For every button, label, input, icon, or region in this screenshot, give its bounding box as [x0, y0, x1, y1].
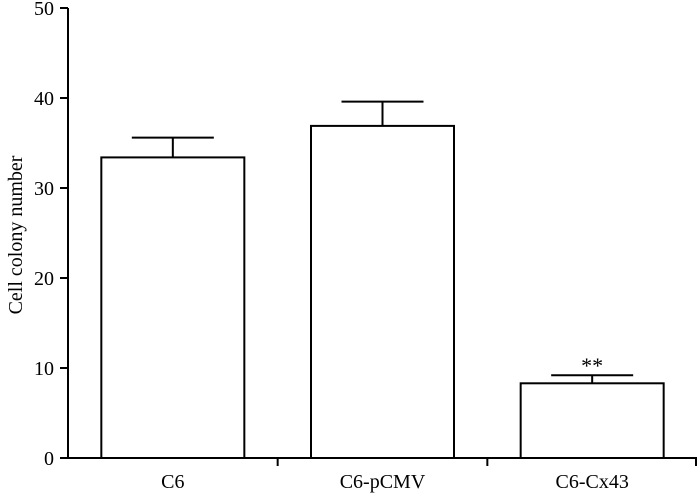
y-tick-label: 40 [34, 88, 54, 110]
x-category-label: C6 [161, 471, 184, 493]
x-category-label: C6-pCMV [340, 471, 426, 493]
bar [310, 124, 455, 460]
y-axis-title: Cell colony number [5, 155, 27, 314]
bars [100, 124, 665, 460]
labels: C6 C6-pCMV C6-Cx43 ** [161, 353, 629, 493]
y-tick-label: 50 [34, 0, 54, 20]
bar [519, 382, 665, 459]
y-tick-label: 0 [44, 448, 54, 470]
y-tick-label: 30 [34, 178, 54, 200]
y-tick-label: 10 [34, 358, 54, 380]
bar [100, 156, 246, 459]
y-tick-label: 20 [34, 268, 54, 290]
significance-label: ** [581, 353, 603, 378]
error-bars [131, 100, 634, 384]
x-category-label: C6-Cx43 [555, 471, 628, 493]
